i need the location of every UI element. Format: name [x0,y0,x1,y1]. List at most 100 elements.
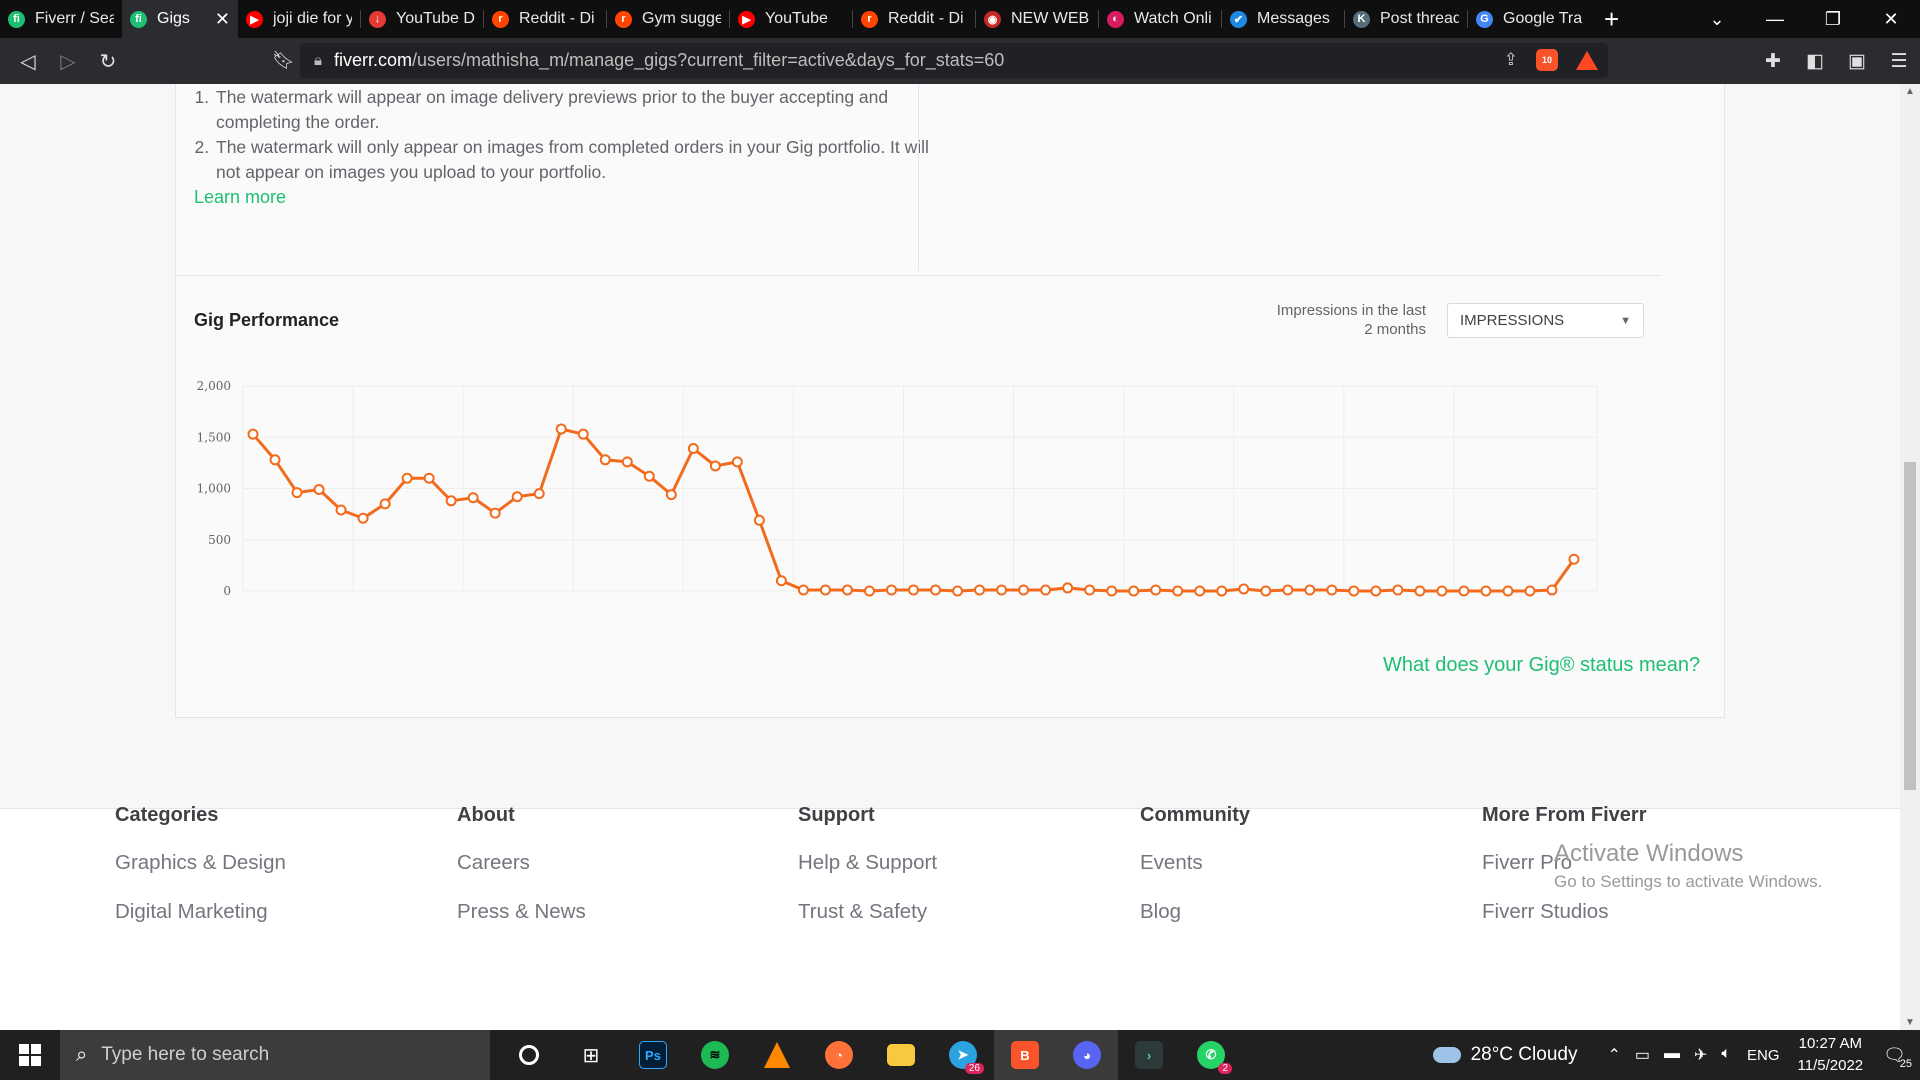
notifications-icon[interactable]: 🗨︎ 25 [1883,1044,1912,1070]
language-indicator[interactable]: ENG [1747,1046,1780,1064]
tab-title: Fiverr / Sear [35,10,114,27]
weather-widget[interactable]: 28°C Cloudy [1432,1044,1577,1066]
lock-icon[interactable]: 🔒︎ [314,52,322,69]
share-icon[interactable]: ⇪ [1503,50,1518,69]
cloud-icon [1432,1047,1461,1063]
address-bar[interactable]: 🔒︎ fiverr.com /users/mathisha_m/manage_g… [300,43,1608,78]
whatsapp-icon[interactable]: ✆ 2 [1180,1030,1242,1080]
task-view-icon[interactable]: ⊞ [582,1044,600,1067]
horizontal-divider [176,275,1662,276]
reddit-icon: r [861,10,878,28]
sidebar-icon[interactable]: ◧ [1806,50,1824,72]
browser-tab[interactable]: ◉ NEW WEBS [976,0,1098,38]
dev-app-icon[interactable]: › [1118,1030,1180,1080]
site-footer [0,808,1900,1030]
data-point [1392,584,1404,596]
bookmark-icon[interactable]: 🔖︎ [272,50,295,70]
restore-icon[interactable]: ❐ [1824,8,1842,29]
airplane-icon[interactable]: ✈ [1693,1047,1708,1064]
clock[interactable]: 10:27 AM 11/5/2022 [1798,1033,1864,1077]
scroll-down-icon[interactable]: ▼ [1905,1017,1915,1028]
browser-tab[interactable]: ✔ Messages [1222,0,1344,38]
start-button[interactable] [0,1030,60,1080]
wallet-icon[interactable]: ▣ [1848,50,1866,72]
data-point [863,585,875,597]
note-item: The watermark will only appear on images… [214,135,934,185]
footer-link[interactable]: Events [1140,851,1203,874]
page-scrollbar[interactable]: ▲ ▼ [1900,84,1920,1030]
data-point [775,575,787,587]
scroll-up-icon[interactable]: ▲ [1905,86,1915,97]
footer-column: Community Events Blog [1140,804,1250,949]
footer-link[interactable]: Trust & Safety [798,900,928,923]
brave-rewards-icon[interactable] [1576,50,1598,70]
browser-tab[interactable]: fi Gigs ✕ [122,0,238,38]
brave-browser-icon[interactable]: B [994,1030,1056,1080]
tab-search-chevron-icon[interactable]: ⌄ [1709,8,1725,29]
data-point [555,423,567,435]
scrollbar-thumb[interactable] [1904,462,1916,790]
data-point [753,514,765,526]
tab-title: YouTube D [396,10,475,27]
window-controls: ⌄ — ❐ ✕ [1688,0,1920,38]
browser-tab[interactable]: ↓ YouTube D [361,0,483,38]
file-explorer-icon[interactable] [870,1030,932,1080]
discord-icon[interactable]: ◕ [1056,1030,1118,1080]
footer-link[interactable]: Careers [457,851,530,874]
footer-link[interactable]: Blog [1140,900,1182,923]
tab-title: Gym sugge [642,10,721,27]
data-point [797,584,809,596]
data-point [1106,585,1118,597]
metric-select[interactable]: IMPRESSIONS ▼ [1447,303,1644,338]
browser-tab[interactable]: fi Fiverr / Sear [0,0,122,38]
fiverr-icon: fi [8,10,25,28]
browser-tab[interactable]: r Reddit - Di [484,0,606,38]
meet-icon[interactable]: ▭ [1634,1047,1650,1064]
cortana-icon[interactable] [498,1030,560,1080]
photoshop-icon[interactable]: Ps [622,1030,684,1080]
taskbar-search[interactable]: ⌕ Type here to search [60,1030,490,1080]
tab-list: fi Fiverr / Sear fi Gigs ✕ ▶ joji die for y ↓ Yo… [0,0,1590,38]
metric-select-value: IMPRESSIONS [1460,312,1565,329]
browser-tab[interactable]: r Gym sugge [607,0,729,38]
volume-icon[interactable]: 🔈︎ [1721,1045,1731,1062]
footer-link[interactable]: Fiverr Studios [1482,900,1609,923]
battery-icon[interactable]: ▬ [1663,1045,1680,1062]
extensions-icon[interactable]: ✚ [1765,50,1781,72]
footer-link[interactable]: Digital Marketing [115,900,268,923]
browser-tab[interactable]: G Google Trar [1468,0,1590,38]
close-tab-icon[interactable]: ✕ [214,8,230,29]
forward-icon[interactable]: ▷ [60,50,76,73]
tab-separator [1467,10,1468,28]
browser-tab[interactable]: ▶ joji die for y [238,0,360,38]
telegram-badge: 26 [964,1063,984,1074]
menu-icon[interactable]: ☰ [1890,50,1908,72]
minimize-icon[interactable]: — [1766,8,1784,29]
chevron-up-icon[interactable]: ⌃ [1607,1047,1621,1064]
firefox-icon[interactable]: ◔ [808,1030,870,1080]
close-window-icon[interactable]: ✕ [1883,8,1899,29]
spotify-icon[interactable]: ≋ [684,1030,746,1080]
browser-tab[interactable]: K Post thread [1345,0,1467,38]
footer-link[interactable]: Press & News [457,900,586,923]
browser-tab[interactable]: r Reddit - Di [853,0,975,38]
fiverr-icon: fi [130,10,147,28]
back-icon[interactable]: ◁ [20,50,36,73]
brave-shields-icon[interactable]: 10 [1536,49,1558,71]
data-point [1414,585,1426,597]
notification-count: 25 [1899,1057,1912,1070]
gig-status-help-link[interactable]: What does your Gig® status mean? [1383,654,1701,676]
browser-tab[interactable]: ▶ YouTube [730,0,852,38]
footer-link[interactable]: Help & Support [798,851,938,874]
data-point [687,443,699,455]
telegram-icon[interactable]: ➤ 26 [932,1030,994,1080]
data-point [401,472,413,484]
learn-more-link[interactable]: Learn more [194,187,287,207]
footer-link[interactable]: Fiverr Pro [1482,851,1572,874]
new-tab-icon[interactable]: + [1604,3,1620,34]
footer-link[interactable]: Graphics & Design [115,851,286,874]
browser-tab[interactable]: ◐ Watch Onli [1099,0,1221,38]
tab-separator [729,10,730,28]
vlc-icon[interactable] [746,1030,808,1080]
reload-icon[interactable]: ↻ [99,50,117,73]
